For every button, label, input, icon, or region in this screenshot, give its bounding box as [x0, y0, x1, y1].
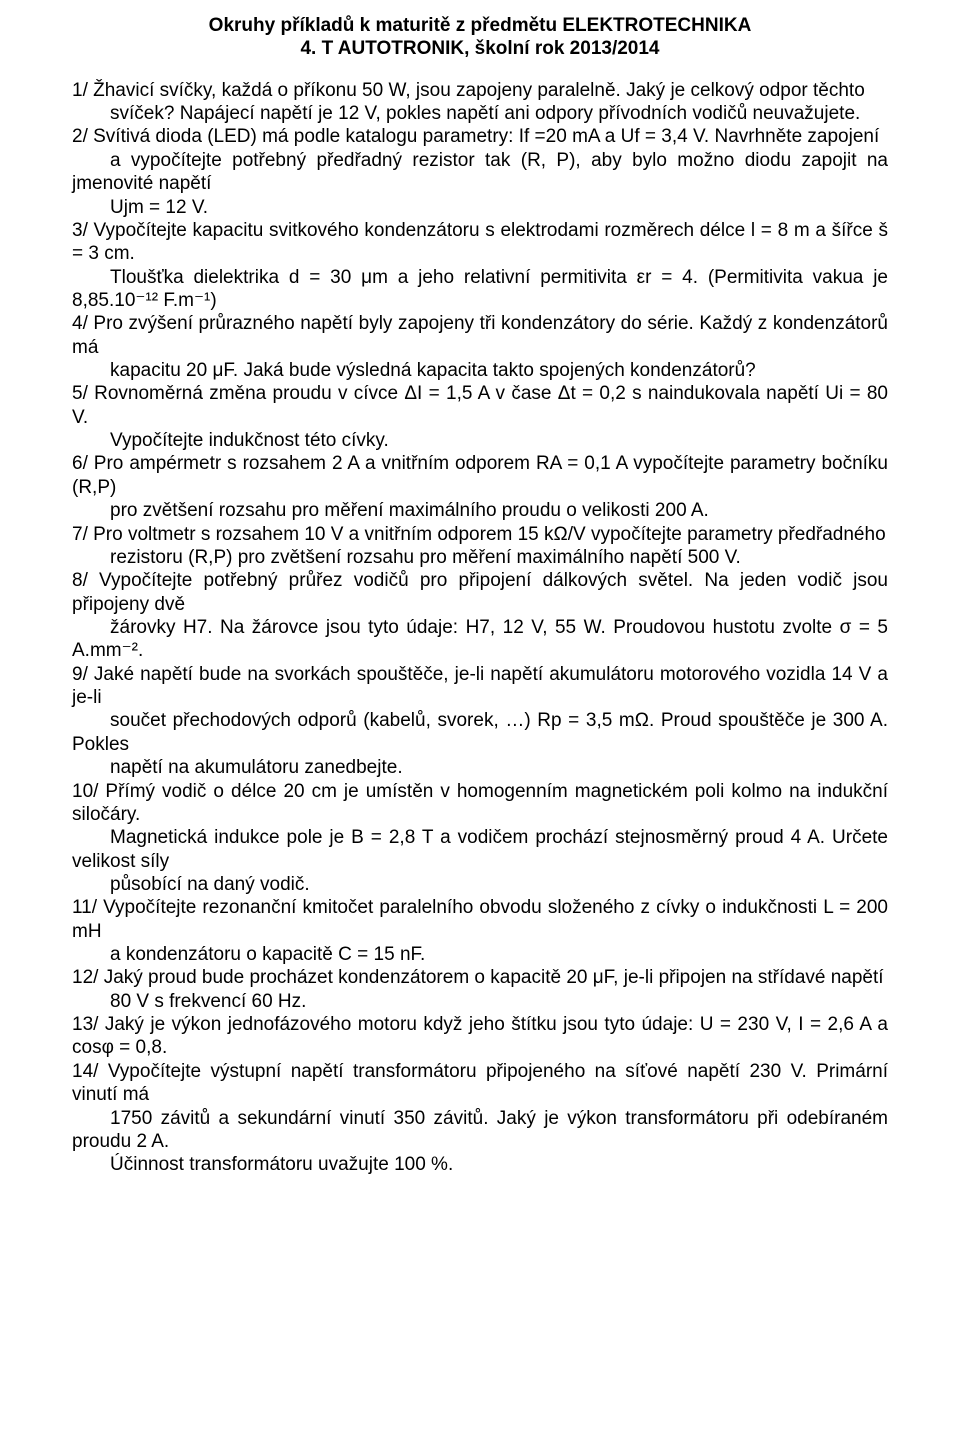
doc-line: a vypočítejte potřebný předřadný rezisto… [72, 149, 888, 196]
doc-line: 80 V s frekvencí 60 Hz. [72, 990, 888, 1013]
doc-line: rezistoru (R,P) pro zvětšení rozsahu pro… [72, 546, 888, 569]
doc-line: napětí na akumulátoru zanedbejte. [72, 756, 888, 779]
doc-body: 1/ Žhavicí svíčky, každá o příkonu 50 W,… [72, 79, 888, 1177]
doc-line: působící na daný vodič. [72, 873, 888, 896]
doc-line: 3/ Vypočítejte kapacitu svitkového konde… [72, 219, 888, 266]
doc-line: 10/ Přímý vodič o délce 20 cm je umístěn… [72, 780, 888, 827]
doc-line: Ujm = 12 V. [72, 196, 888, 219]
doc-line: 6/ Pro ampérmetr s rozsahem 2 A a vnitřn… [72, 452, 888, 499]
doc-line: Magnetická indukce pole je B = 2,8 T a v… [72, 826, 888, 873]
doc-line: svíček? Napájecí napětí je 12 V, pokles … [72, 102, 888, 125]
doc-line: součet přechodových odporů (kabelů, svor… [72, 709, 888, 756]
doc-line: kapacitu 20 μF. Jaká bude výsledná kapac… [72, 359, 888, 382]
doc-line: 12/ Jaký proud bude procházet kondenzáto… [72, 966, 888, 989]
doc-line: Tloušťka dielektrika d = 30 μm a jeho re… [72, 266, 888, 313]
document-page: Okruhy příkladů k maturitě z předmětu EL… [0, 0, 960, 1448]
doc-line: Účinnost transformátoru uvažujte 100 %. [72, 1153, 888, 1176]
doc-line: pro zvětšení rozsahu pro měření maximáln… [72, 499, 888, 522]
doc-title: Okruhy příkladů k maturitě z předmětu EL… [72, 14, 888, 37]
doc-line: 13/ Jaký je výkon jednofázového motoru k… [72, 1013, 888, 1060]
doc-line: 1750 závitů a sekundární vinutí 350 závi… [72, 1107, 888, 1154]
doc-line: a kondenzátoru o kapacitě C = 15 nF. [72, 943, 888, 966]
doc-line: 2/ Svítivá dioda (LED) má podle katalogu… [72, 125, 888, 148]
doc-line: 8/ Vypočítejte potřebný průřez vodičů pr… [72, 569, 888, 616]
doc-line: 11/ Vypočítejte rezonanční kmitočet para… [72, 896, 888, 943]
doc-line: Vypočítejte indukčnost této cívky. [72, 429, 888, 452]
doc-subtitle: 4. T AUTOTRONIK, školní rok 2013/2014 [72, 37, 888, 60]
doc-line: 4/ Pro zvýšení průrazného napětí byly za… [72, 312, 888, 359]
doc-line: 5/ Rovnoměrná změna proudu v cívce ΔI = … [72, 382, 888, 429]
doc-line: 14/ Vypočítejte výstupní napětí transfor… [72, 1060, 888, 1107]
doc-line: 7/ Pro voltmetr s rozsahem 10 V a vnitřn… [72, 523, 888, 546]
doc-line: žárovky H7. Na žárovce jsou tyto údaje: … [72, 616, 888, 663]
doc-line: 1/ Žhavicí svíčky, každá o příkonu 50 W,… [72, 79, 888, 102]
doc-line: 9/ Jaké napětí bude na svorkách spouštěč… [72, 663, 888, 710]
